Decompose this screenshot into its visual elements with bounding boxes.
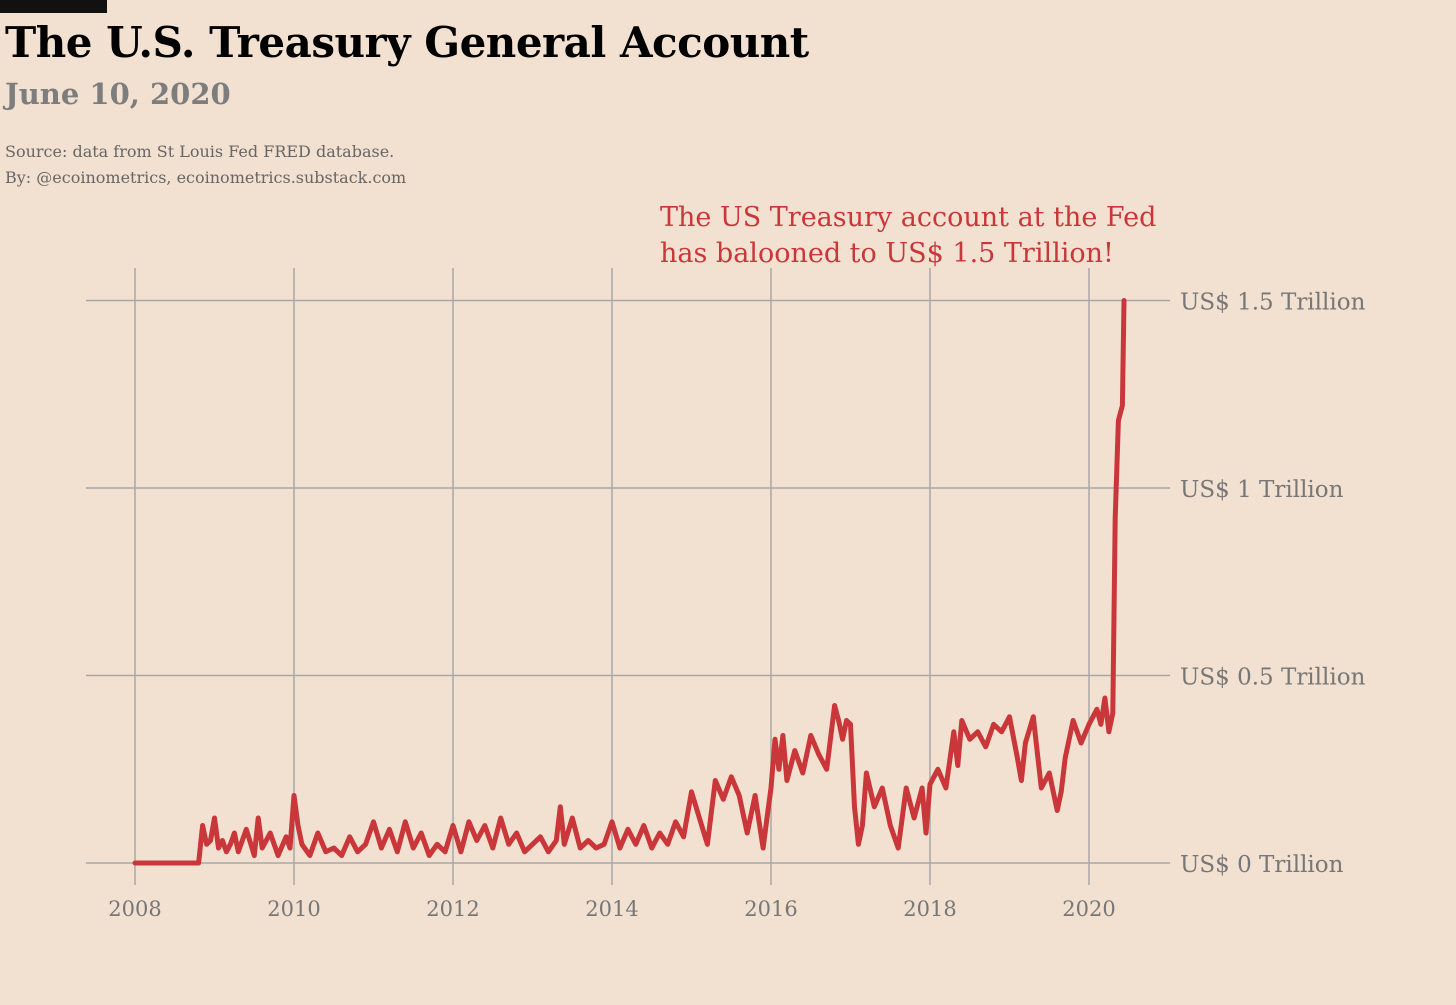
source-note: Source: data from St Louis Fed FRED data…: [5, 139, 406, 191]
chart-title: The U.S. Treasury General Account: [5, 18, 809, 67]
vertical-gridlines: [134, 268, 1090, 885]
x-tick-label-2010: 2010: [267, 897, 320, 921]
source-line: Source: data from St Louis Fed FRED data…: [5, 142, 395, 161]
top-accent-bar: [0, 0, 107, 13]
x-tick-label-2020: 2020: [1062, 897, 1115, 921]
byline: By: @ecoinometrics, ecoinometrics.substa…: [5, 168, 407, 187]
x-tick-label-2012: 2012: [426, 897, 479, 921]
y-tick-label-0: US$ 0 Trillion: [1180, 852, 1344, 878]
x-tick-labels: 2008 2010 2012 2014 2016 2018 2020: [108, 897, 1115, 921]
y-tick-label-1: US$ 0.5 Trillion: [1180, 665, 1366, 691]
x-tick-label-2008: 2008: [108, 897, 161, 921]
series-line: [132, 298, 1127, 866]
annotation-line-1: The US Treasury account at the Fed: [660, 202, 1156, 233]
x-tick-label-2016: 2016: [744, 897, 797, 921]
y-tick-label-2: US$ 1 Trillion: [1180, 477, 1344, 503]
x-tick-label-2014: 2014: [585, 897, 638, 921]
horizontal-gridlines: [86, 299, 1170, 864]
annotation-line-2: has balooned to US$ 1.5 Trillion!: [660, 238, 1114, 269]
chart-date: June 10, 2020: [5, 77, 231, 111]
y-tick-label-3: US$ 1.5 Trillion: [1180, 290, 1366, 316]
x-tick-label-2018: 2018: [903, 897, 956, 921]
y-tick-labels: US$ 0 Trillion US$ 0.5 Trillion US$ 1 Tril…: [1180, 290, 1366, 879]
